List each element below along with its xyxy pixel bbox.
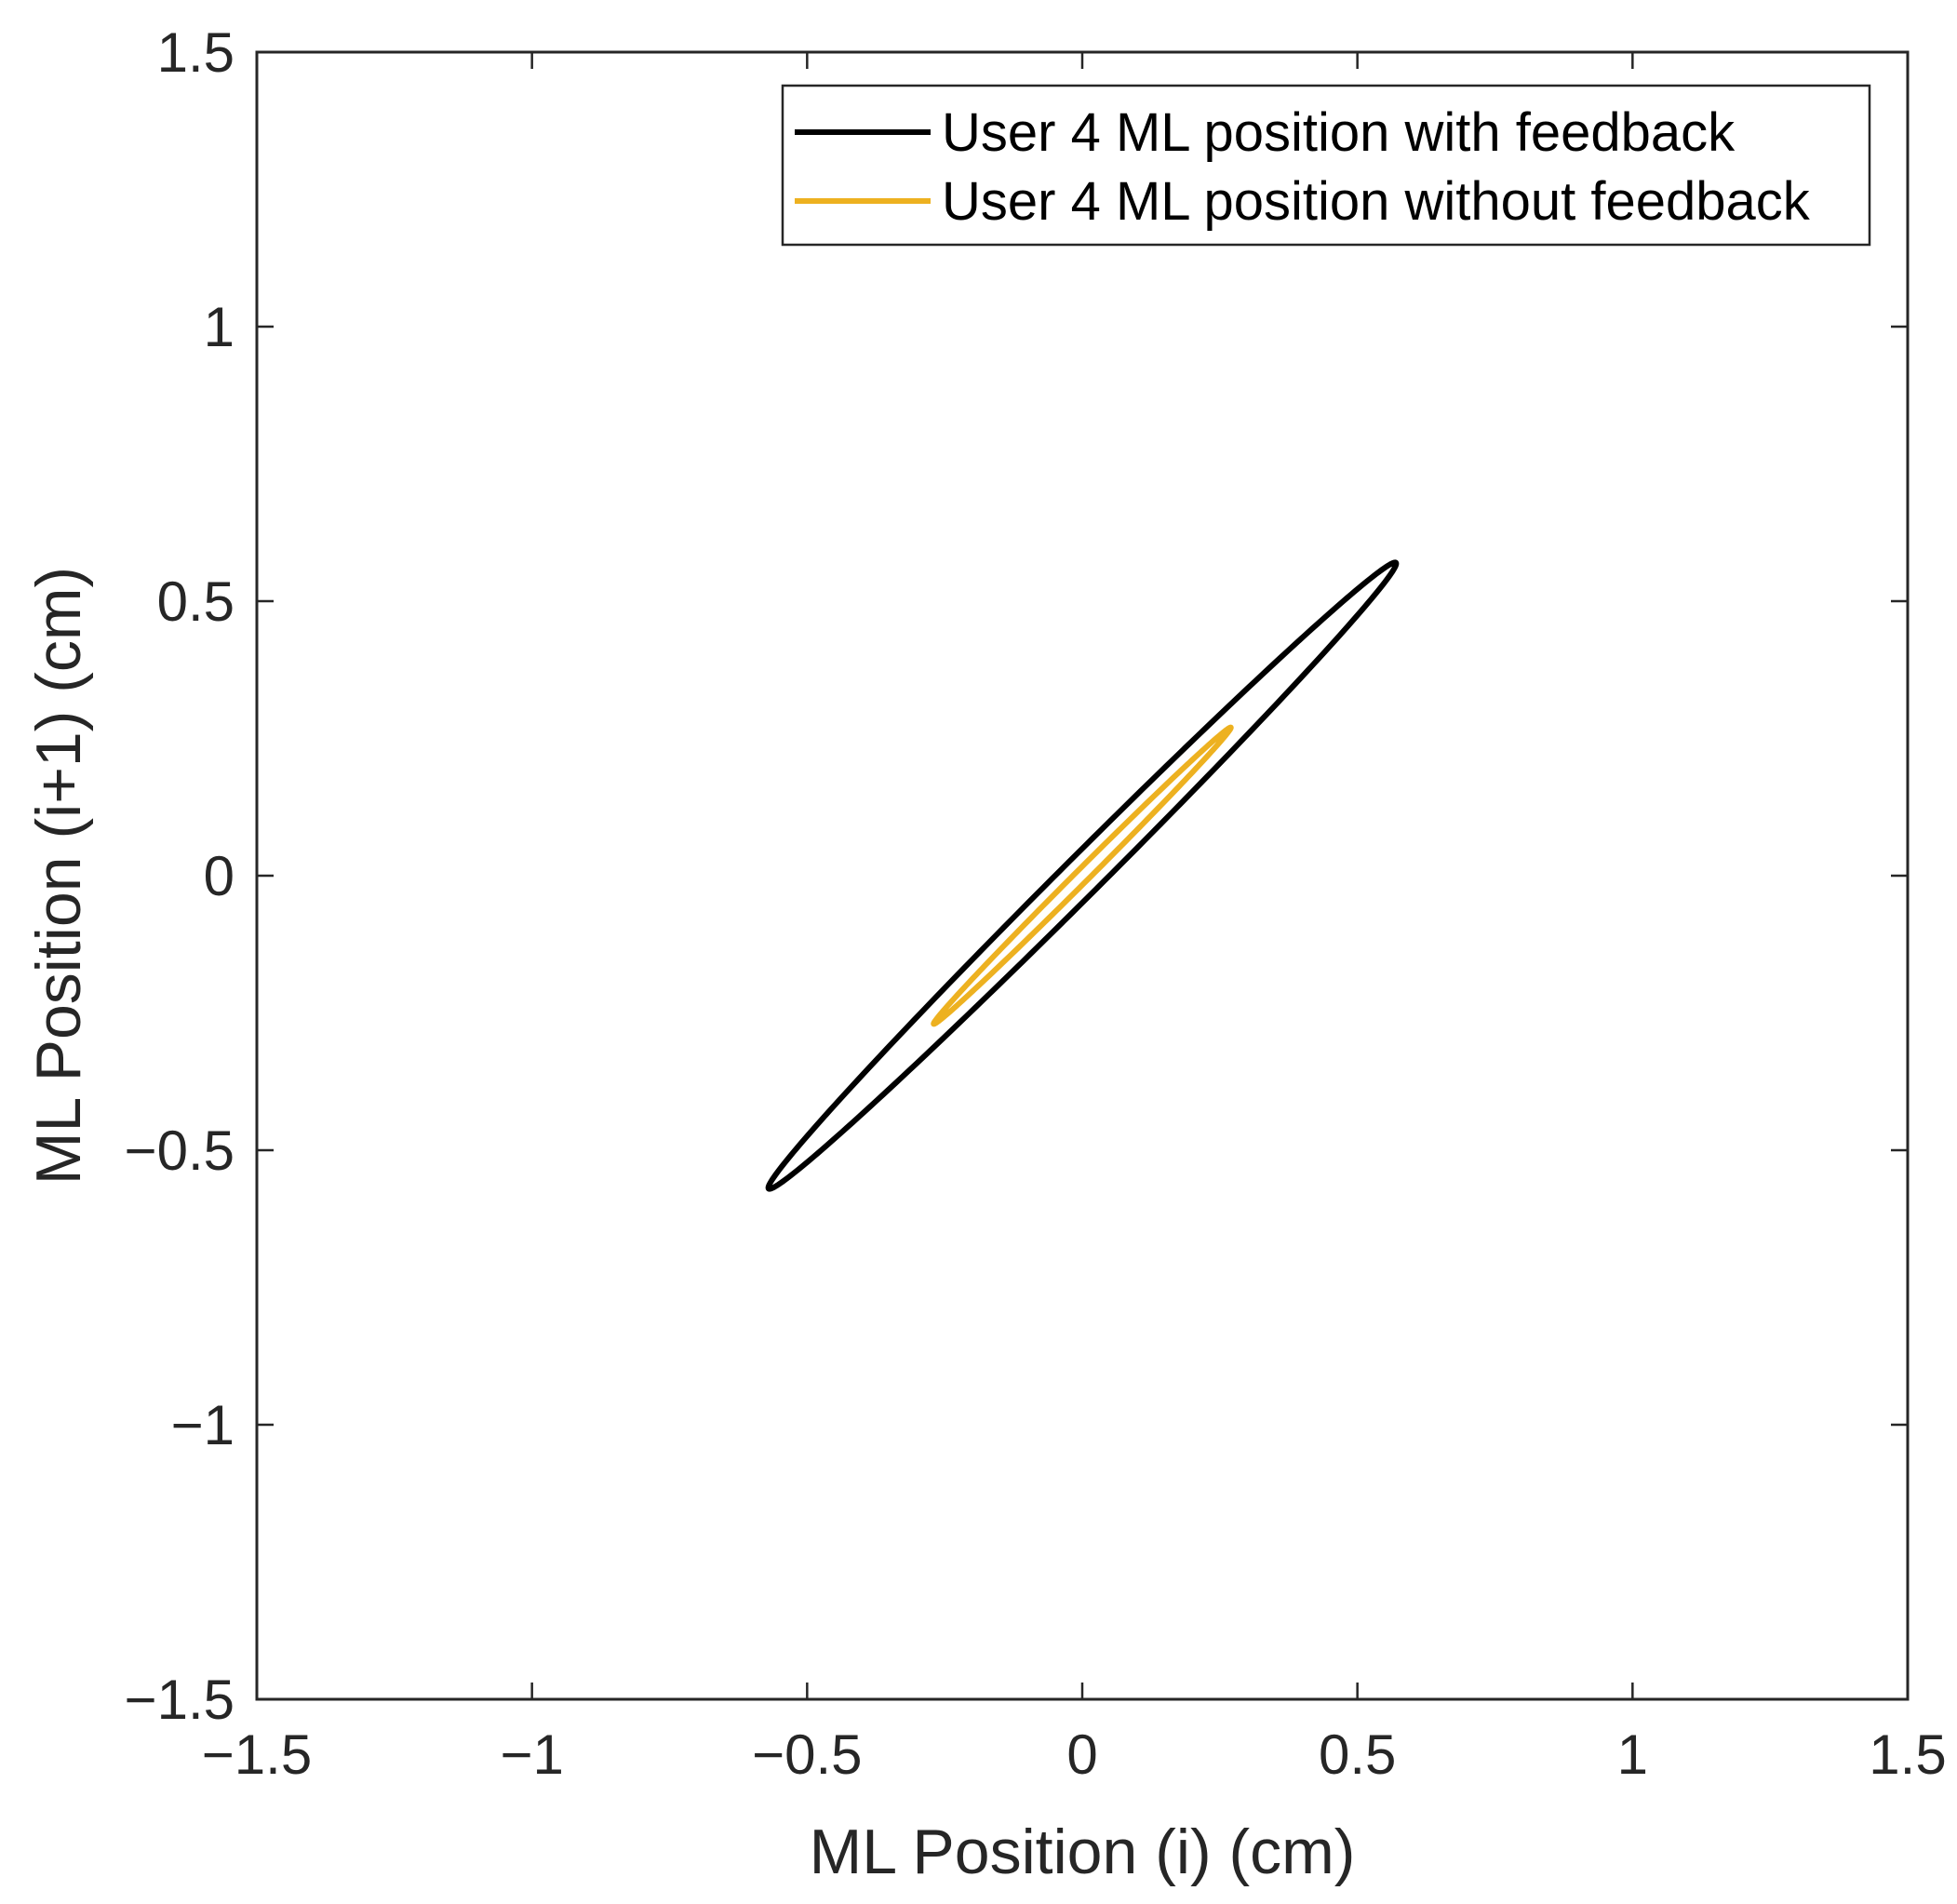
x-tick-label: 0.5 bbox=[1319, 1723, 1396, 1786]
x-axis-label: ML Position (i) (cm) bbox=[810, 1817, 1356, 1887]
y-tick-label: 1 bbox=[204, 296, 235, 358]
series-layer bbox=[765, 559, 1400, 1192]
axes-box bbox=[255, 50, 1910, 1701]
y-tick-label: 0 bbox=[204, 845, 235, 907]
y-axis-label: ML Position (i+1) (cm) bbox=[23, 567, 94, 1185]
legend-label-without-feedback: User 4 ML position without feedback bbox=[942, 171, 1811, 232]
y-tick-label: −0.5 bbox=[125, 1120, 235, 1182]
legend: User 4 ML position with feedback User 4 … bbox=[781, 84, 1871, 247]
x-tick-label: −0.5 bbox=[752, 1723, 862, 1786]
tick-labels: −1.5 −1 −0.5 0 0.5 1 1.5 −1.5 −1 −0.5 0 0.5 1 1.5 bbox=[125, 21, 1947, 1786]
x-tick-label: −1 bbox=[500, 1723, 563, 1786]
x-tick-label: −1.5 bbox=[202, 1723, 312, 1786]
y-tick-label: 1.5 bbox=[157, 21, 235, 84]
x-tick-label: 0 bbox=[1066, 1723, 1097, 1786]
legend-label-with-feedback: User 4 ML position with feedback bbox=[942, 102, 1736, 163]
legend-box bbox=[781, 84, 1871, 247]
series-with-feedback-ellipse bbox=[765, 559, 1400, 1192]
plot-area bbox=[257, 52, 1908, 1699]
series-without-feedback-ellipse bbox=[931, 724, 1234, 1027]
y-tick-label: 0.5 bbox=[157, 570, 235, 633]
x-tick-label: 1.5 bbox=[1869, 1723, 1946, 1786]
y-tick-label: −1.5 bbox=[125, 1669, 235, 1731]
y-tick-label: −1 bbox=[171, 1394, 235, 1456]
x-tick-label: 1 bbox=[1617, 1723, 1648, 1786]
